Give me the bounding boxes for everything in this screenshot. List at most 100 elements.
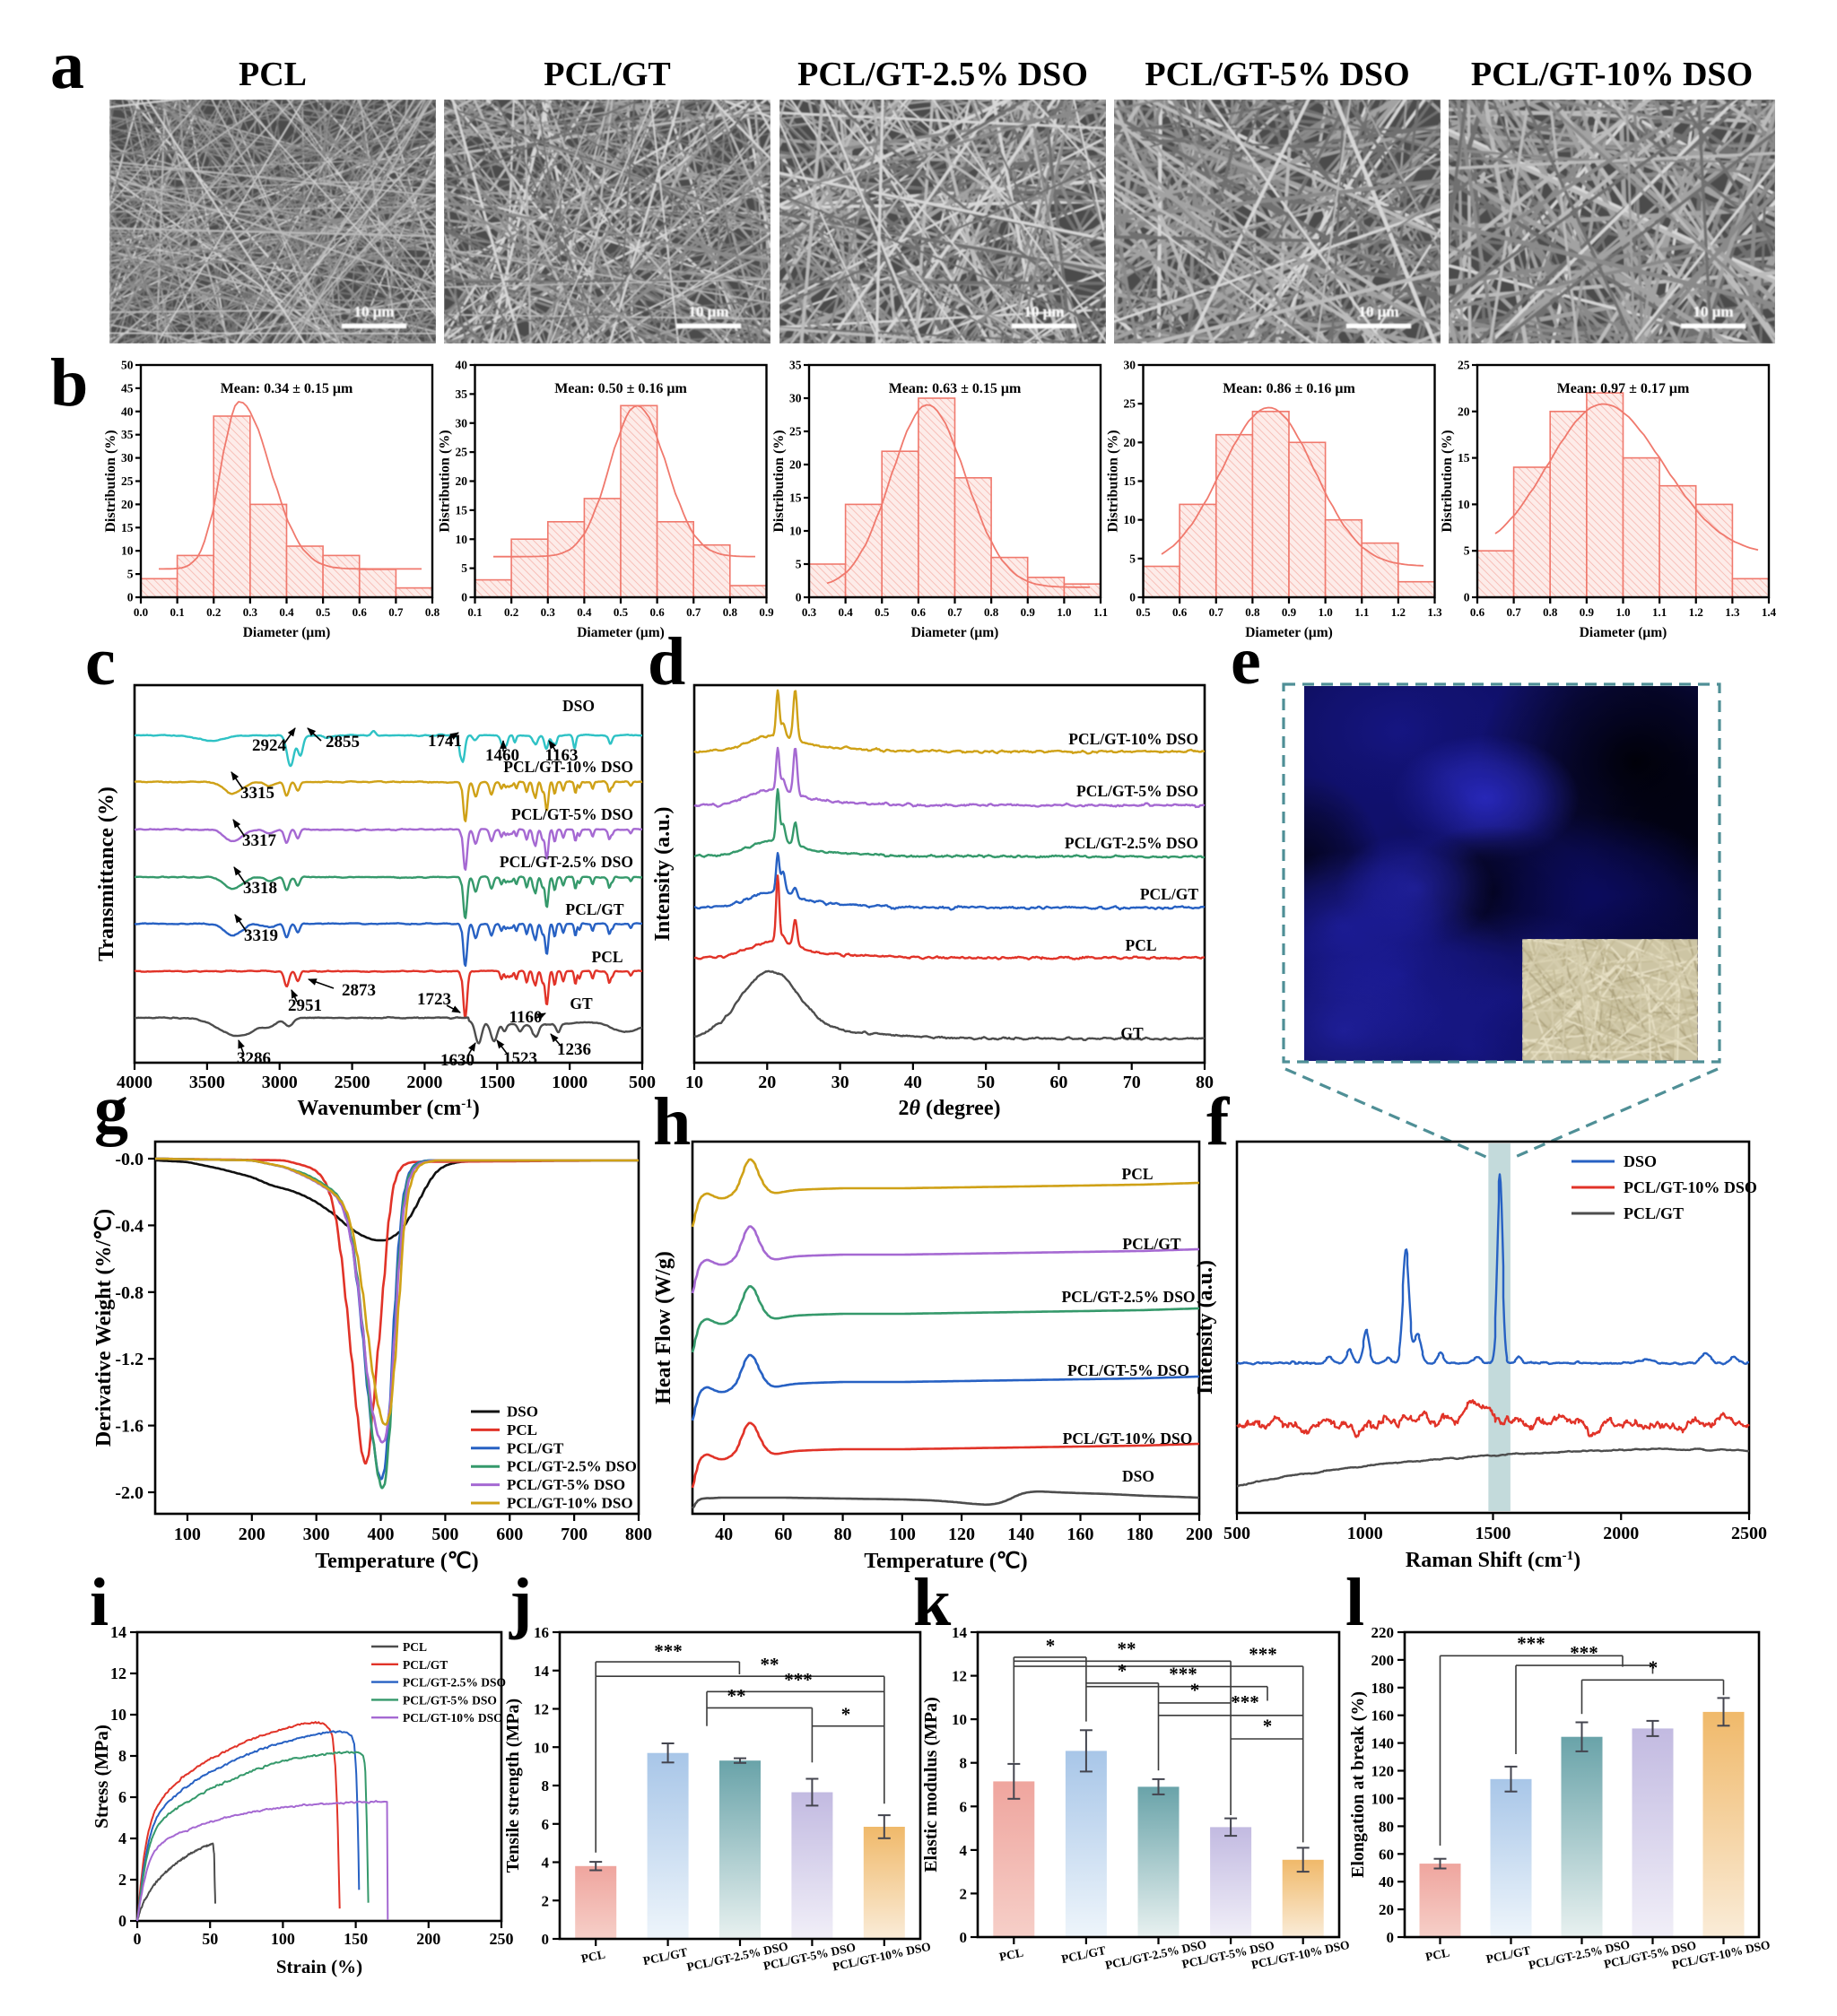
svg-text:0.2: 0.2 (504, 605, 518, 619)
svg-text:***: *** (1570, 1642, 1598, 1664)
svg-text:Mean: 0.97 ± 0.17 μm: Mean: 0.97 ± 0.17 μm (1557, 381, 1690, 396)
svg-text:1163: 1163 (545, 746, 579, 765)
svg-text:PCL/GT-10% DSO: PCL/GT-10% DSO (503, 758, 633, 776)
svg-text:15: 15 (456, 503, 468, 517)
svg-text:Elastic modulus (MPa): Elastic modulus (MPa) (921, 1697, 941, 1873)
svg-text:PCL/GT-10% DSO: PCL/GT-10% DSO (1471, 56, 1753, 93)
svg-text:0.5: 0.5 (1136, 605, 1151, 619)
svg-text:0.9: 0.9 (1580, 605, 1595, 619)
svg-text:20: 20 (758, 1073, 776, 1092)
svg-text:PCL: PCL (1126, 936, 1157, 954)
svg-text:1523: 1523 (503, 1049, 537, 1068)
svg-text:40: 40 (456, 359, 468, 372)
svg-text:40: 40 (715, 1525, 733, 1544)
svg-text:2500: 2500 (1731, 1524, 1767, 1543)
svg-text:10: 10 (456, 533, 468, 546)
svg-text:1000: 1000 (552, 1073, 588, 1092)
svg-text:2855: 2855 (326, 733, 360, 752)
svg-text:Intensity (a.u.): Intensity (a.u.) (1194, 1260, 1217, 1395)
svg-text:*: * (1118, 1660, 1127, 1681)
svg-text:PCL/GT-10% DSO: PCL/GT-10% DSO (403, 1711, 503, 1725)
svg-text:180: 180 (1127, 1525, 1154, 1544)
svg-text:25: 25 (456, 446, 468, 459)
svg-text:*: * (841, 1703, 851, 1725)
svg-text:5: 5 (1464, 544, 1470, 558)
svg-text:8: 8 (542, 1777, 550, 1794)
svg-text:50: 50 (202, 1930, 218, 1948)
svg-text:c: c (85, 624, 116, 700)
svg-text:Heat Flow (W/g): Heat Flow (W/g) (652, 1251, 675, 1404)
svg-text:500: 500 (431, 1525, 458, 1544)
svg-text:PCL/GT-5% DSO: PCL/GT-5% DSO (511, 805, 633, 823)
svg-text:2: 2 (542, 1892, 550, 1909)
svg-text:0: 0 (796, 591, 802, 604)
svg-text:15: 15 (121, 521, 134, 534)
svg-text:Distribution (%): Distribution (%) (438, 430, 453, 532)
svg-text:Mean: 0.50 ± 0.16 μm: Mean: 0.50 ± 0.16 μm (554, 381, 687, 396)
svg-text:40: 40 (1379, 1873, 1394, 1890)
svg-text:**: ** (761, 1654, 779, 1675)
svg-text:***: *** (1169, 1663, 1197, 1684)
svg-text:20: 20 (456, 474, 468, 488)
svg-text:0.4: 0.4 (279, 605, 294, 619)
svg-text:DSO: DSO (562, 697, 595, 715)
svg-text:0.1: 0.1 (170, 605, 185, 619)
svg-text:10: 10 (789, 525, 802, 538)
svg-text:0.6: 0.6 (353, 605, 368, 619)
svg-text:0.8: 0.8 (984, 605, 999, 619)
svg-text:1.0: 1.0 (1319, 605, 1333, 619)
svg-text:*: * (1046, 1635, 1056, 1656)
svg-text:PCL/GT-5% DSO: PCL/GT-5% DSO (1145, 56, 1409, 93)
svg-text:25: 25 (1458, 359, 1470, 372)
svg-text:PCL/GT: PCL/GT (1140, 885, 1198, 903)
svg-text:2500: 2500 (335, 1073, 370, 1092)
svg-text:2000: 2000 (1603, 1524, 1639, 1543)
svg-text:0.3: 0.3 (243, 605, 258, 619)
svg-text:0.8: 0.8 (425, 605, 440, 619)
svg-text:4: 4 (960, 1842, 968, 1859)
svg-text:200: 200 (1186, 1525, 1213, 1544)
svg-text:8: 8 (960, 1755, 968, 1772)
svg-text:h: h (653, 1084, 691, 1160)
svg-text:***: *** (654, 1640, 683, 1662)
svg-text:3319: 3319 (244, 926, 278, 945)
svg-text:12: 12 (952, 1668, 967, 1685)
svg-text:2873: 2873 (342, 981, 376, 1000)
svg-text:PCL/GT-2.5% DSO: PCL/GT-2.5% DSO (403, 1676, 506, 1690)
svg-text:PCL: PCL (580, 1947, 607, 1965)
svg-text:Diameter (μm): Diameter (μm) (911, 625, 999, 640)
svg-text:200: 200 (416, 1930, 440, 1948)
svg-text:0: 0 (1129, 591, 1136, 604)
svg-text:3315: 3315 (240, 784, 274, 803)
svg-text:Intensity (a.u.): Intensity (a.u.) (651, 806, 675, 941)
svg-text:100: 100 (174, 1525, 201, 1544)
svg-text:80: 80 (834, 1525, 852, 1544)
svg-text:-1.6: -1.6 (115, 1417, 144, 1437)
svg-text:100: 100 (271, 1930, 295, 1948)
svg-text:PCL: PCL (507, 1421, 537, 1438)
svg-text:1723: 1723 (417, 990, 451, 1009)
svg-text:0.8: 0.8 (1245, 605, 1260, 619)
svg-text:Strain (%): Strain (%) (276, 1956, 362, 1977)
svg-text:0.7: 0.7 (686, 605, 701, 619)
svg-text:PCL/GT-10% DSO: PCL/GT-10% DSO (1068, 730, 1198, 748)
svg-text:6: 6 (960, 1798, 968, 1815)
svg-text:1741: 1741 (428, 732, 462, 751)
svg-text:120: 120 (948, 1525, 975, 1544)
svg-text:10: 10 (121, 544, 134, 558)
svg-text:0.6: 0.6 (1470, 605, 1485, 619)
svg-text:Mean: 0.34 ± 0.15 μm: Mean: 0.34 ± 0.15 μm (221, 381, 353, 396)
svg-text:500: 500 (1223, 1524, 1250, 1543)
svg-text:150: 150 (344, 1930, 368, 1948)
svg-text:800: 800 (625, 1525, 652, 1544)
svg-text:***: *** (784, 1669, 813, 1690)
svg-text:***: *** (1249, 1644, 1277, 1665)
svg-text:**: ** (727, 1685, 746, 1707)
svg-text:e: e (1231, 623, 1261, 699)
svg-text:3317: 3317 (242, 831, 277, 850)
svg-text:250: 250 (490, 1930, 514, 1948)
svg-text:j: j (509, 1565, 532, 1640)
svg-text:Derivative Weight (%/℃): Derivative Weight (%/℃) (92, 1209, 116, 1447)
svg-text:45: 45 (121, 381, 134, 395)
svg-text:10 μm: 10 μm (1023, 303, 1064, 320)
